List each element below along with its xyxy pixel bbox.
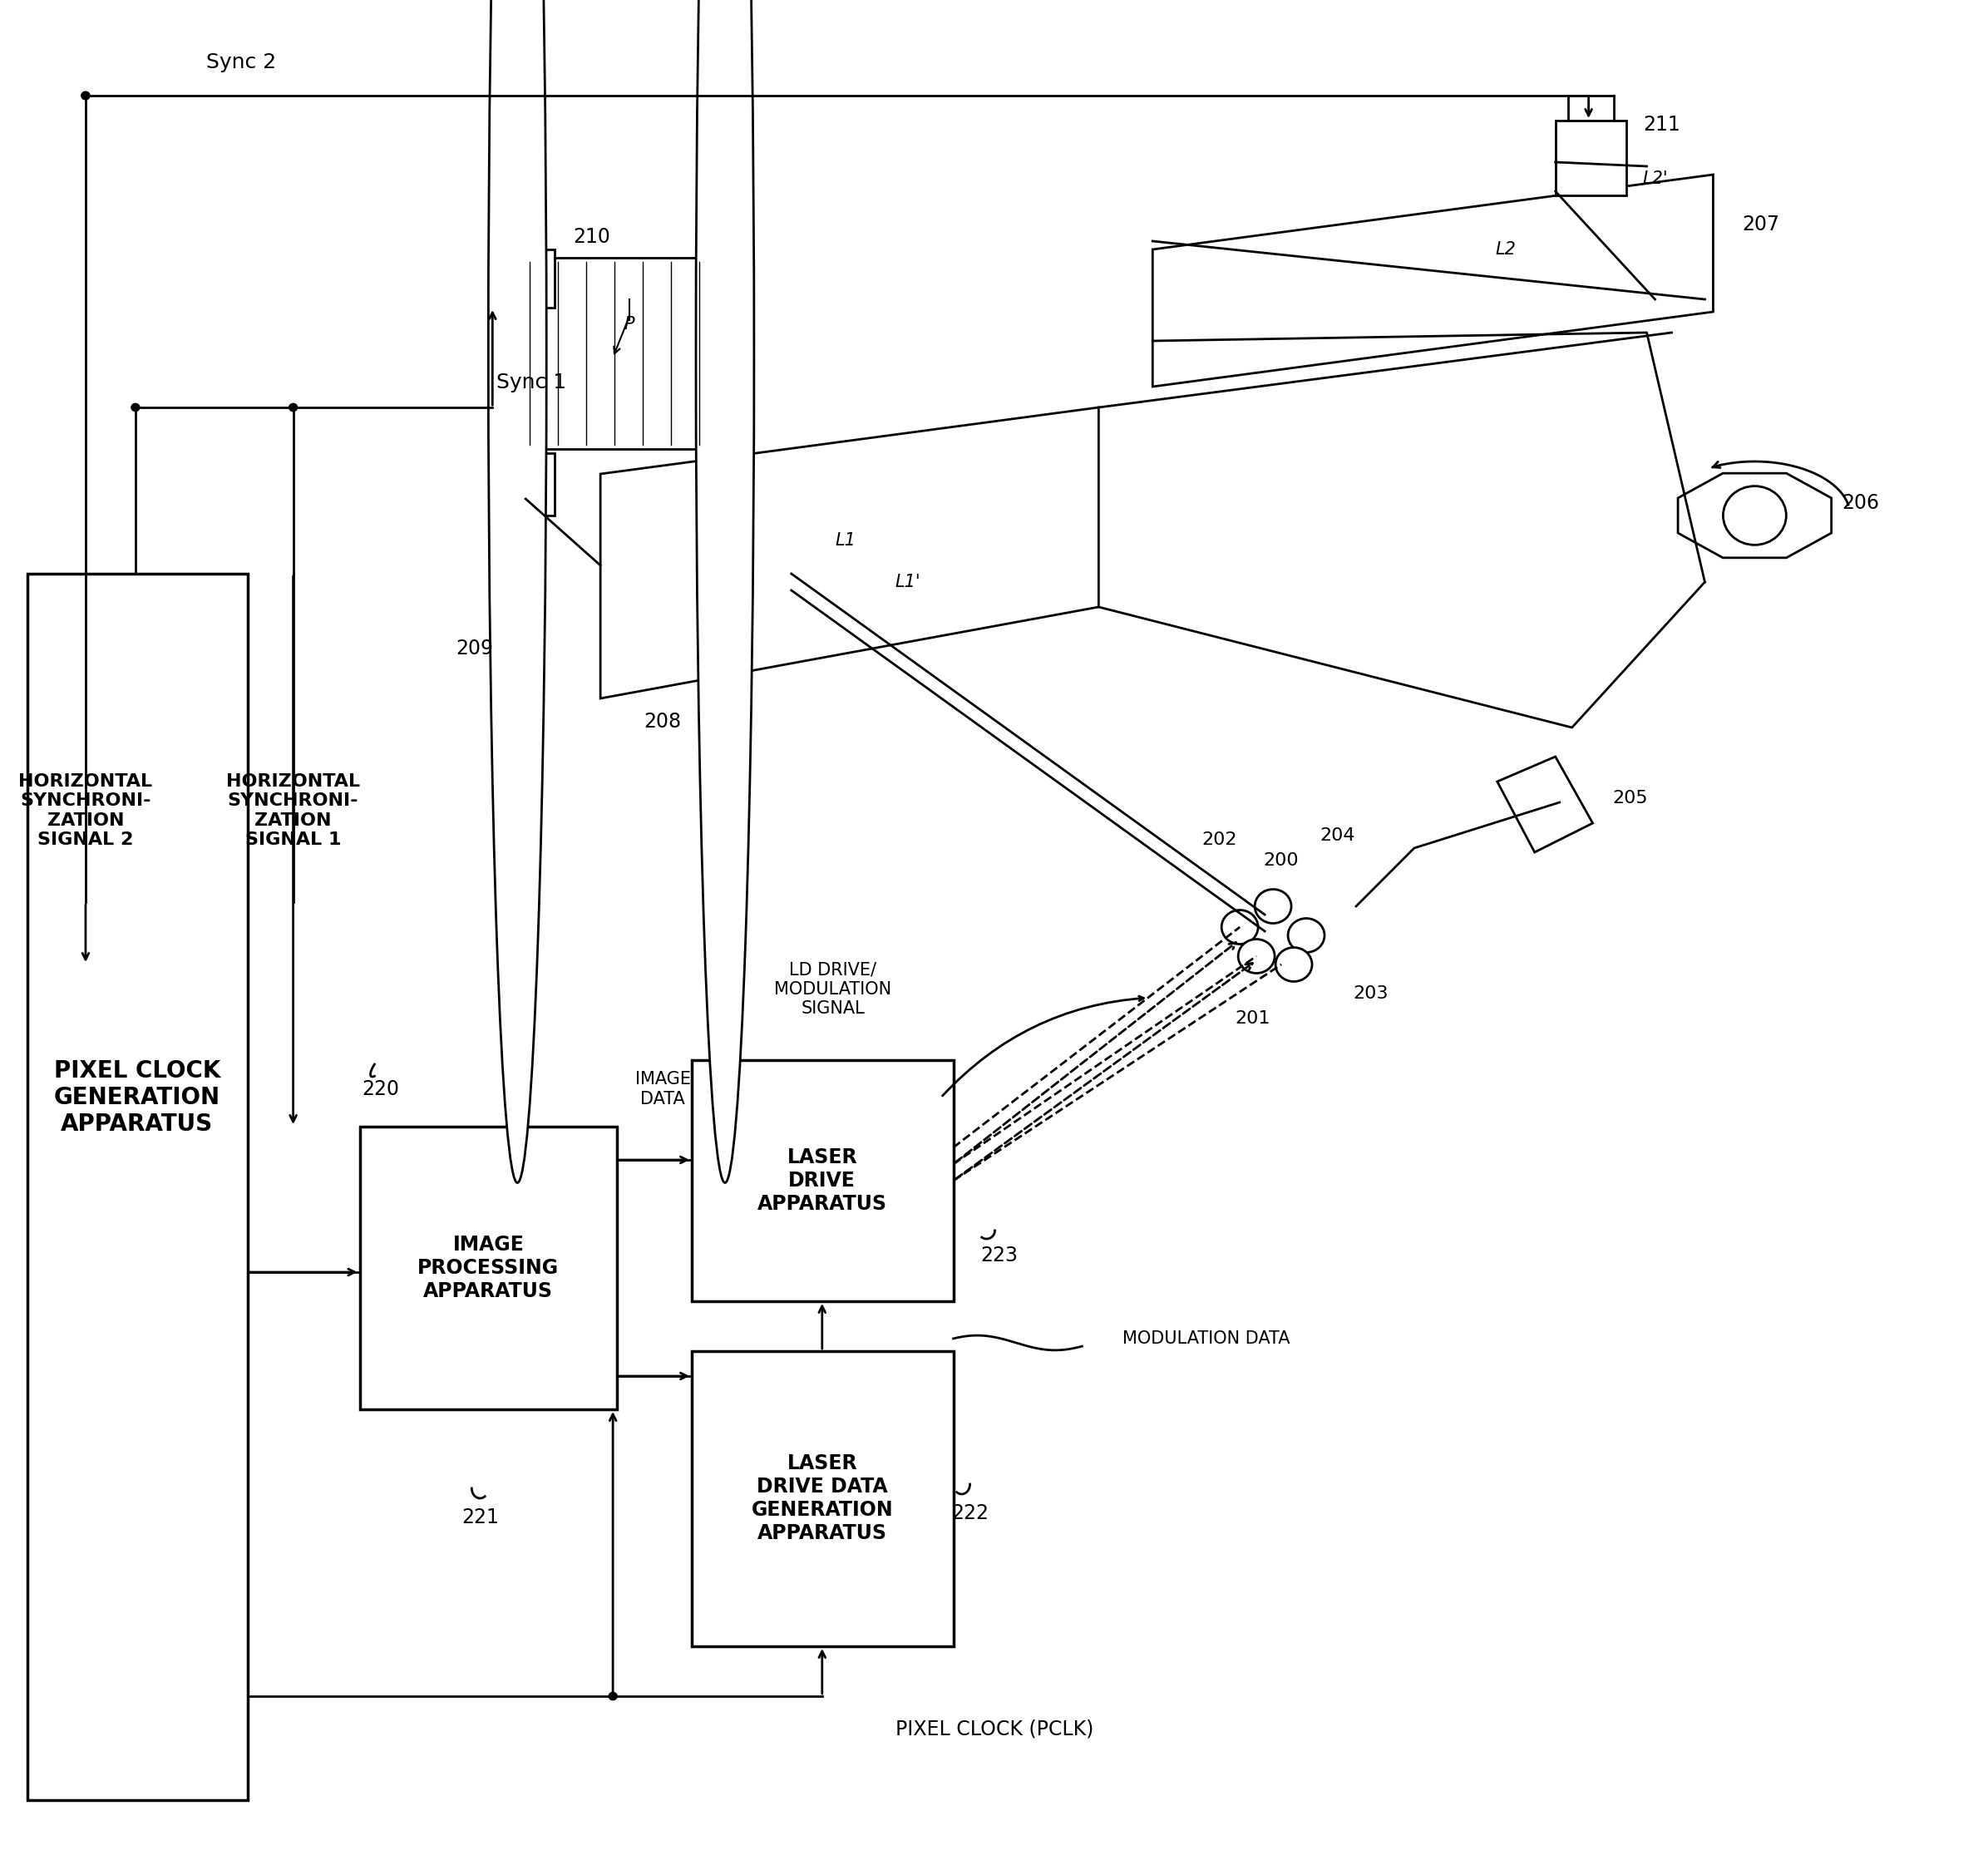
Text: P: P [624, 316, 634, 333]
Text: 220: 220 [362, 1079, 400, 1099]
Text: 223: 223 [980, 1245, 1018, 1265]
Circle shape [1288, 918, 1324, 953]
Text: 221: 221 [461, 1508, 499, 1528]
Text: HORIZONTAL
SYNCHRONI-
ZATION
SIGNAL 2: HORIZONTAL SYNCHRONI- ZATION SIGNAL 2 [18, 773, 153, 847]
Text: 204: 204 [1320, 827, 1356, 844]
Text: IMAGE
DATA: IMAGE DATA [634, 1071, 690, 1106]
Text: 205: 205 [1612, 790, 1648, 807]
Circle shape [82, 92, 89, 100]
Text: HORIZONTAL
SYNCHRONI-
ZATION
SIGNAL 1: HORIZONTAL SYNCHRONI- ZATION SIGNAL 1 [227, 773, 360, 847]
Text: 206: 206 [1841, 494, 1879, 512]
Bar [493, 453, 555, 516]
Circle shape [288, 403, 298, 411]
Text: 202: 202 [1201, 831, 1237, 847]
Circle shape [1254, 890, 1292, 923]
Text: IMAGE
PROCESSING
APPARATUS: IMAGE PROCESSING APPARATUS [417, 1236, 559, 1301]
Circle shape [1724, 487, 1785, 546]
Polygon shape [1678, 474, 1831, 557]
Circle shape [82, 92, 89, 100]
Text: 211: 211 [1642, 115, 1680, 135]
Ellipse shape [489, 0, 547, 1182]
Text: 201: 201 [1235, 1010, 1270, 1027]
Circle shape [1239, 940, 1274, 973]
Bar [692, 1060, 954, 1301]
Bar [1555, 120, 1626, 196]
Text: 203: 203 [1354, 986, 1390, 1003]
Text: 207: 207 [1741, 215, 1779, 235]
Bar [28, 574, 248, 1800]
Text: L1': L1' [895, 574, 920, 590]
Bar [493, 250, 555, 307]
Text: 208: 208 [644, 712, 682, 733]
Text: L1: L1 [835, 533, 855, 549]
Text: PIXEL CLOCK (PCLK): PIXEL CLOCK (PCLK) [897, 1719, 1093, 1739]
Text: L2': L2' [1642, 170, 1668, 187]
Text: L2: L2 [1495, 240, 1517, 257]
Circle shape [131, 403, 139, 411]
Bar [517, 257, 726, 450]
Text: Sync 1: Sync 1 [497, 372, 567, 392]
Bar [360, 1127, 616, 1410]
Text: LASER
DRIVE
APPARATUS: LASER DRIVE APPARATUS [757, 1147, 887, 1214]
Bar [692, 1350, 954, 1646]
Text: 209: 209 [455, 638, 493, 659]
Text: 200: 200 [1264, 853, 1298, 870]
Text: LASER
DRIVE DATA
GENERATION
APPARATUS: LASER DRIVE DATA GENERATION APPARATUS [751, 1454, 893, 1543]
Text: 222: 222 [950, 1504, 988, 1523]
Text: Sync 2: Sync 2 [207, 52, 276, 72]
Polygon shape [1497, 757, 1592, 853]
Circle shape [1276, 947, 1312, 982]
Circle shape [1221, 910, 1258, 944]
Polygon shape [600, 407, 1099, 699]
Polygon shape [1153, 174, 1714, 387]
Ellipse shape [696, 0, 753, 1182]
Circle shape [608, 1693, 616, 1700]
Text: LD DRIVE/
MODULATION
SIGNAL: LD DRIVE/ MODULATION SIGNAL [773, 962, 891, 1018]
Text: 210: 210 [573, 228, 610, 246]
Text: PIXEL CLOCK
GENERATION
APPARATUS: PIXEL CLOCK GENERATION APPARATUS [54, 1058, 221, 1136]
Text: MODULATION DATA: MODULATION DATA [1123, 1330, 1290, 1347]
